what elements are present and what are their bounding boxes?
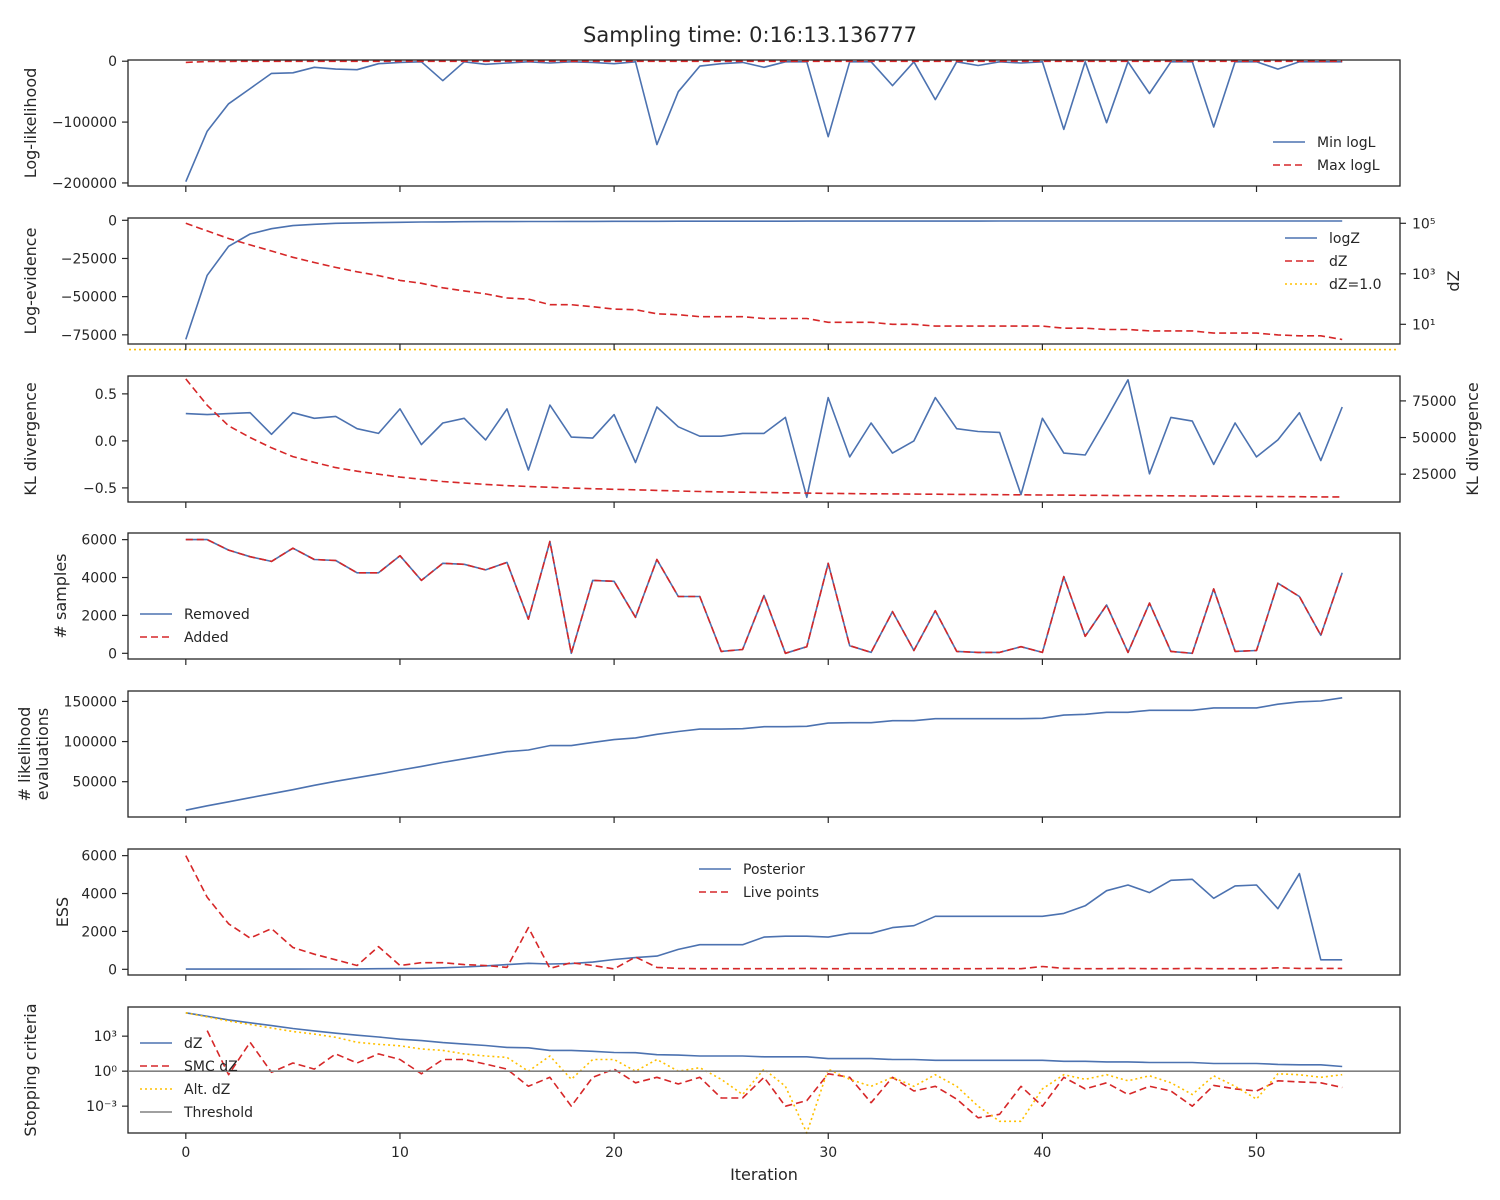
y-tick-label-right: 10⁵ — [1412, 216, 1435, 232]
y-axis-label: KL divergence — [21, 382, 40, 495]
y-tick-label: 0.0 — [95, 434, 117, 450]
y-tick-label: 4000 — [81, 887, 117, 903]
legend-label: Min logL — [1317, 135, 1376, 151]
x-tick-label: 40 — [1033, 1145, 1051, 1161]
figure-title: Sampling time: 0:16:13.136777 — [583, 23, 917, 47]
y-axis-label-line: # likelihood — [15, 707, 34, 802]
y-tick-label: 0 — [108, 213, 117, 229]
x-tick-label: 10 — [391, 1145, 409, 1161]
legend-label: dZ — [184, 1036, 202, 1052]
y-axis-label: Stopping criteria — [21, 1003, 40, 1136]
y-axis-label-right: dZ — [1444, 270, 1463, 291]
axes-frame — [127, 217, 1401, 345]
axes-frame — [127, 1006, 1401, 1134]
series-dz — [185, 1012, 1343, 1068]
y-tick-label: 10⁻³ — [86, 1099, 117, 1115]
series-posterior — [185, 872, 1343, 970]
y-axis-label-right: KL divergence — [1463, 382, 1482, 495]
series-smc-dz — [206, 1030, 1343, 1119]
series-alt-dz — [185, 1012, 1343, 1134]
y-tick-label: 6000 — [81, 533, 117, 549]
panel-stopping: 0 10 20 30 40 50 10³ 10⁰ 10⁻³ Stopping criteria dZ… — [21, 1003, 1401, 1161]
legend-label: Alt. dZ — [184, 1082, 230, 1098]
y-axis-label: # samples — [51, 554, 70, 639]
legend-label: logZ — [1329, 231, 1360, 247]
y-axis-label: ESS — [53, 897, 72, 927]
y-tick-label: 2000 — [81, 608, 117, 624]
legend-ess: Posterior Live points — [699, 862, 819, 901]
axes-frame — [127, 375, 1401, 503]
y-tick-label: 10³ — [94, 1029, 117, 1045]
legend-label: Max logL — [1317, 158, 1380, 174]
y-tick-label-right: 50000 — [1412, 431, 1457, 447]
x-tick-label: 20 — [605, 1145, 623, 1161]
series-min-logl — [185, 60, 1343, 183]
series-kl-divergence-right- — [185, 378, 1343, 498]
y-tick-label: 50000 — [72, 775, 117, 791]
y-tick-label: −100000 — [52, 115, 117, 131]
x-tick-label: 30 — [819, 1145, 837, 1161]
series-live-points — [185, 855, 1343, 970]
legend-label: Removed — [184, 607, 250, 623]
series-dz — [185, 222, 1343, 341]
y-tick-label-right: 75000 — [1412, 394, 1457, 410]
legend-stopping: dZ SMC dZ Alt. dZ Threshold — [140, 1036, 253, 1121]
y-tick-label: 150000 — [64, 694, 117, 710]
chart-panels: 0 −100000 −200000 Log-likelihood Min logL Max… — [15, 54, 1482, 1161]
legend-label: Posterior — [743, 862, 805, 878]
series-max-logl — [185, 60, 1343, 64]
series--likelihood-evaluations — [185, 697, 1343, 811]
legend-label: Threshold — [183, 1105, 253, 1121]
legend-label: Live points — [743, 885, 819, 901]
y-tick-label: 10⁰ — [94, 1064, 118, 1080]
axes-frame — [127, 690, 1401, 818]
y-tick-label: 100000 — [64, 735, 117, 751]
y-tick-label: −0.5 — [83, 481, 117, 497]
y-axis-label-line: evaluations — [33, 708, 52, 801]
legend-loglike: Min logL Max logL — [1273, 135, 1380, 174]
y-tick-label: −200000 — [52, 176, 117, 192]
panel-kl: 0.5 0.0 −0.5 75000 50000 25000 KL divergence KL… — [21, 375, 1482, 508]
x-tick-label: 0 — [181, 1145, 190, 1161]
panel-samples: 6000 4000 2000 0 # samples Removed Added — [51, 532, 1401, 665]
y-axis-label: # likelihoodevaluations — [15, 707, 52, 802]
series-logz — [185, 220, 1343, 340]
y-tick-label-right: 25000 — [1412, 467, 1457, 483]
series-kl-divergence — [185, 378, 1343, 499]
legend-label: dZ — [1329, 254, 1347, 270]
panel-evals: 150000 100000 50000 # likelihoodevaluations — [15, 690, 1401, 823]
panel-logz: 0 −25000 −50000 −75000 10⁵ 10³ 10¹ Log-evidence… — [21, 213, 1463, 351]
panel-loglike: 0 −100000 −200000 Log-likelihood Min logL Max… — [21, 54, 1401, 192]
y-tick-label: 0 — [108, 962, 117, 978]
y-tick-label-right: 10³ — [1412, 267, 1435, 283]
y-tick-label: −75000 — [61, 328, 117, 344]
y-tick-label: 2000 — [81, 924, 117, 940]
axes-frame — [127, 848, 1401, 976]
legend-samples: Removed Added — [140, 607, 250, 646]
axes-frame — [127, 532, 1401, 660]
y-axis-label: Log-likelihood — [21, 68, 40, 179]
panel-ess: 6000 4000 2000 0 ESS Posterior Live points — [53, 848, 1401, 981]
y-tick-label: 0.5 — [95, 387, 117, 403]
x-axis-label: Iteration — [730, 1165, 798, 1184]
legend-label: SMC dZ — [184, 1059, 238, 1075]
x-tick-label: 50 — [1248, 1145, 1266, 1161]
legend-label: Added — [184, 630, 229, 646]
series-added — [185, 538, 1343, 655]
y-tick-label: 6000 — [81, 849, 117, 865]
y-tick-label: 4000 — [81, 571, 117, 587]
legend-logz: logZ dZ dZ=1.0 — [1285, 231, 1381, 293]
y-tick-label: −50000 — [61, 290, 117, 306]
y-tick-label: 0 — [108, 646, 117, 662]
axes-frame — [127, 59, 1401, 187]
y-axis-label: Log-evidence — [21, 228, 40, 335]
legend-label: dZ=1.0 — [1329, 277, 1381, 293]
y-tick-label-right: 10¹ — [1412, 317, 1435, 333]
y-tick-label: 0 — [108, 54, 117, 70]
y-tick-label: −25000 — [61, 251, 117, 267]
